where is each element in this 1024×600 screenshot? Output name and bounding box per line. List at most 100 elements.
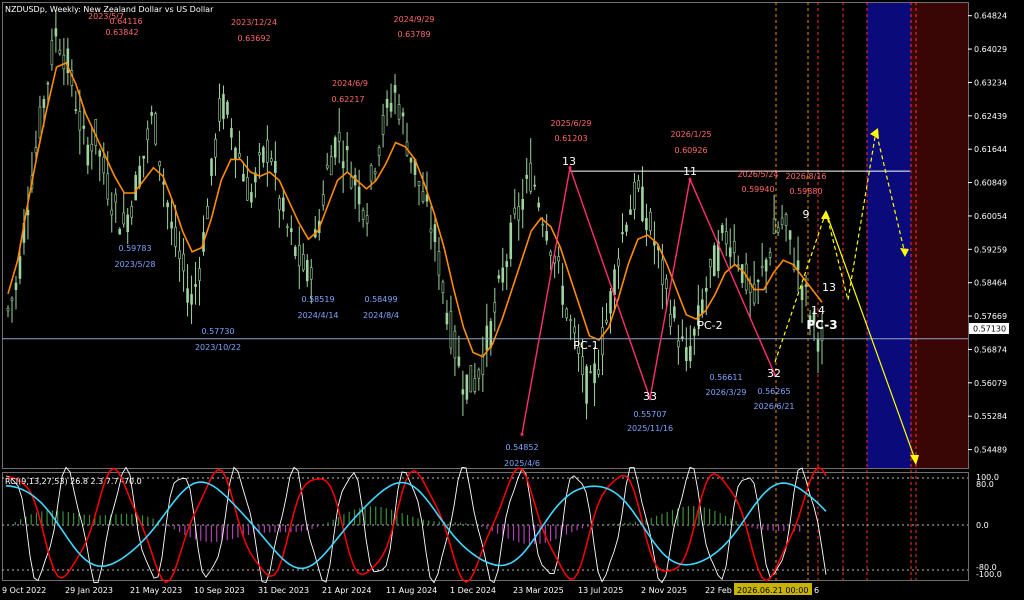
candle-body [238,153,241,158]
candle-body [286,226,289,228]
current-price-box [969,323,1009,334]
candle-body [42,99,46,108]
candle-body [437,251,441,276]
candle-body [58,49,62,54]
candle-body [234,147,237,160]
swing-low-price: 0.58499 [364,295,397,304]
candle-body [78,111,82,131]
candle-body [262,147,265,163]
candle-body [581,356,584,376]
candle-body [433,224,437,243]
rci-mid-line [5,466,827,584]
candle-body [82,125,86,129]
x-tick-label: 9 Oct 2022 [2,586,46,595]
projection-arrows [774,128,919,465]
candle-body [796,260,800,271]
candle-body [429,228,433,233]
candle-body [621,232,624,235]
candle-body [270,158,273,162]
candle-body [361,210,365,220]
candle-body [669,313,672,327]
candle-body [381,115,385,135]
candle-body [461,389,465,395]
candle-body [820,327,824,342]
wave-count: 14 [811,304,825,317]
candle-body [533,184,537,187]
candle-body [772,218,776,235]
candle-body [760,265,764,269]
candle-body [226,101,229,115]
candle-body [708,259,712,268]
candle-body [242,173,245,182]
candle-body [740,264,744,283]
swing-high-price: 0.59880 [789,187,822,196]
candle-body [453,330,457,359]
swing-high-price: 0.63789 [397,30,430,39]
swing-high-price: 0.63692 [237,34,270,43]
zigzag-layer [520,164,777,436]
candle-body [114,193,118,203]
candle-body [174,226,177,247]
rci-levels [2,477,968,571]
candle-body [222,93,225,120]
swing-high-date: 2025/6/29 [550,119,591,128]
rci-level-label: 0.0 [976,521,989,530]
candle-body [457,356,461,367]
swing-low-price: 0.55707 [633,410,666,419]
candle-body [297,244,301,267]
candle-body [337,131,341,142]
candle-body [485,325,489,351]
candle-body [449,310,453,349]
candle-body [357,186,361,205]
current-price-label: 0.57130 [973,325,1006,334]
rci-level-label: 80.0 [976,480,994,489]
rci-axis: 100.0 80.0 0.0 -80.0 -100.0 [976,473,1002,579]
candle-body [677,340,680,348]
candle-body [784,214,788,226]
candle-body [126,214,130,232]
candle-body [198,268,201,281]
candle-body [716,241,720,272]
x-tick-label: 29 Jan 2023 [65,586,113,595]
candle-body [489,321,493,348]
candle-body [290,228,293,233]
candle-body [641,186,644,221]
candle-body [218,98,221,122]
candle-body [206,205,209,219]
x-tick-label: 21 Apr 2024 [322,586,371,595]
candle-body [613,269,616,296]
rci-label: RCI(9,13,27,53) 26.8 2.3 7.7 -70.0 [5,477,142,486]
zigzag-point [688,177,692,181]
swing-low-price: 0.58519 [301,295,334,304]
candle-body [6,307,10,312]
candle-body [122,212,126,225]
candle-body [130,206,133,218]
x-tick-label: 10 Sep 2023 [194,586,245,595]
zigzag-point [773,373,777,377]
candle-body [601,327,604,356]
price-tick-label: 0.64824 [974,12,1007,21]
swing-high-price: 0.62217 [331,95,364,104]
candle-body [704,287,708,292]
zigzag-point [520,432,524,436]
candle-body [724,231,728,245]
candle-body [345,145,349,151]
candle-body [393,85,397,93]
candle-body [537,202,540,208]
candle-body [214,138,217,158]
swing-low-price: 0.56265 [757,387,790,396]
swing-high-date: 2026/1/25 [670,130,711,139]
candle-body [649,211,652,232]
candle-body [110,209,114,216]
candle-body [633,181,636,210]
projection-line-up [774,211,827,363]
candle-body [230,128,233,138]
swing-high-price: 0.63842 [105,28,138,37]
candle-body [465,374,469,400]
candle-body [369,165,373,182]
price-tick-label: 0.64029 [974,45,1007,54]
candle-body [98,150,102,157]
wave-count: 13 [822,281,836,294]
candle-body [545,231,548,241]
